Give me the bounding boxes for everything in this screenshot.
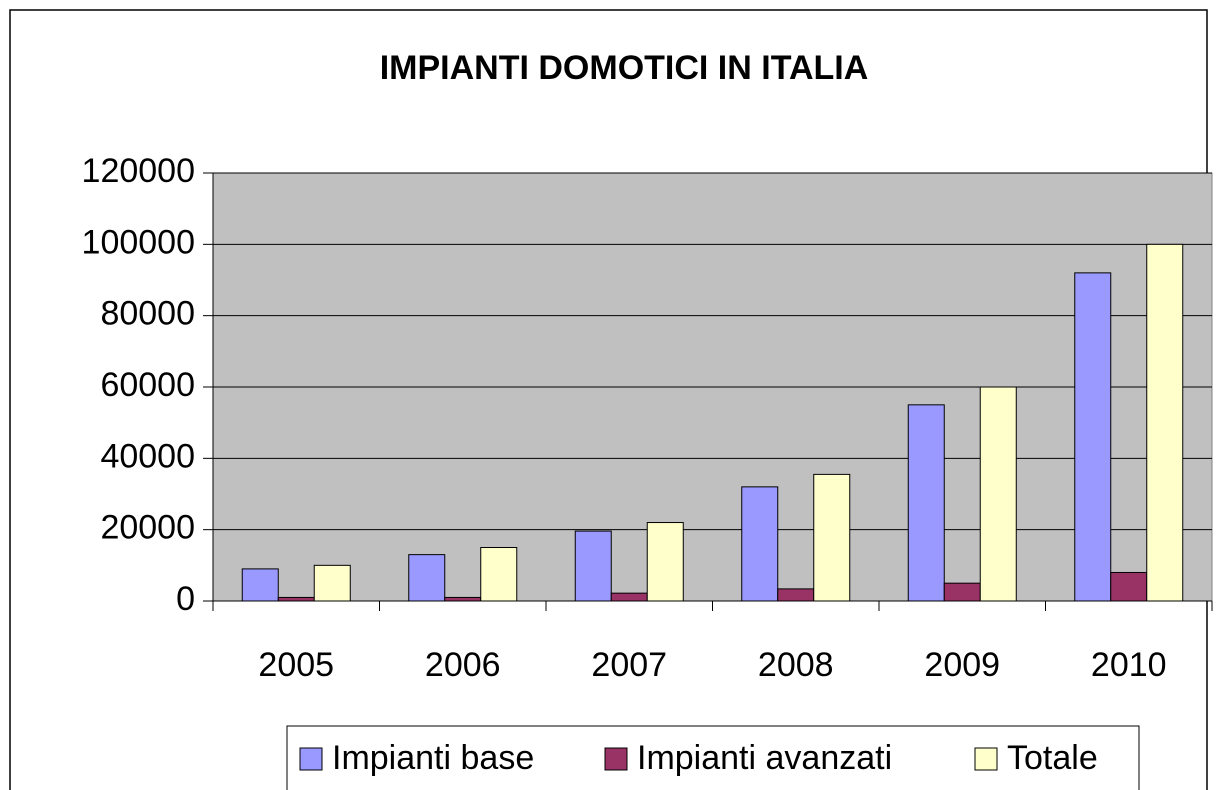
y-tick-label: 60000 [100,366,195,404]
x-tick-label: 2008 [758,646,834,684]
bar [574,530,612,602]
bar [313,564,351,602]
bar [277,596,315,602]
legend-swatch [299,747,323,771]
y-tick-label: 20000 [100,509,195,547]
x-tick-label: 2005 [258,646,334,684]
bar [943,582,981,602]
legend-swatch [974,747,998,771]
bar [1110,571,1148,602]
legend-label: Impianti base [332,739,534,777]
y-tick-label: 120000 [82,152,195,190]
bar [979,386,1017,602]
y-tick-label: 40000 [100,437,195,475]
legend-swatch [604,747,628,771]
bar [907,404,945,602]
x-tick-label: 2010 [1091,646,1167,684]
bar [1074,272,1112,602]
bar [777,588,815,602]
y-tick-label: 80000 [100,295,195,333]
bar [408,554,446,602]
x-tick-label: 2007 [591,646,667,684]
bar [741,486,779,602]
chart-title: IMPIANTI DOMOTICI IN ITALIA [380,49,869,87]
legend-label: Totale [1007,739,1098,777]
y-tick-label: 0 [176,580,195,618]
y-tick-label: 100000 [82,223,195,261]
bar [444,596,482,602]
bar [241,568,279,602]
x-tick-label: 2009 [924,646,1000,684]
bar [1146,243,1184,602]
bar [813,473,851,602]
bar [610,592,648,602]
bar [646,522,684,602]
x-tick-label: 2006 [425,646,501,684]
bar [480,547,518,602]
legend-label: Impianti avanzati [637,739,892,777]
